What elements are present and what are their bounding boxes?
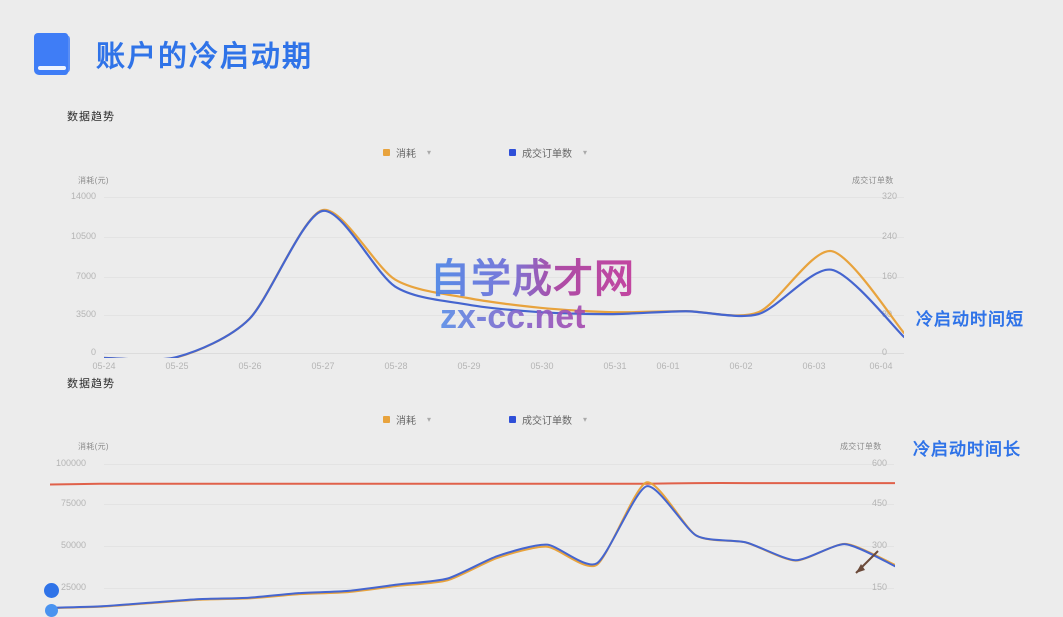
legend-item-spend[interactable]: 消耗 ▾ — [383, 145, 431, 160]
legend-item-orders[interactable]: 成交订单数 ▾ — [509, 145, 587, 160]
legend-swatch-icon — [509, 416, 517, 423]
xtick-label: 05-27 — [311, 361, 335, 371]
series-line-消耗 — [104, 209, 904, 358]
ytick-label: 3500 — [75, 309, 96, 319]
xtick-label: 05-25 — [165, 361, 189, 371]
ytick-label: 100000 — [55, 458, 86, 468]
panel-title-2: 数据趋势 — [67, 378, 115, 390]
decor-dot — [44, 583, 59, 598]
ytick-right-label: 300 — [872, 540, 888, 550]
xtick-label: 05-31 — [603, 361, 627, 371]
chevron-down-icon[interactable]: ▾ — [427, 148, 432, 157]
series-line-成交订单数 — [104, 209, 904, 358]
xtick-label: 06-01 — [656, 361, 680, 371]
chart-panel-1: 数据趋势 消耗 ▾ 成交订单数 ▾ 消耗(元) 成交订单数 14000 1050… — [67, 111, 904, 371]
book-icon — [34, 33, 74, 75]
chart-legend-1: 消耗 ▾ 成交订单数 ▾ — [383, 145, 587, 160]
ytick-right-label: 150 — [872, 582, 888, 592]
chevron-down-icon[interactable]: ▾ — [583, 148, 588, 157]
annotation-long-coldstart: 冷启动时间长 — [913, 440, 1021, 460]
series-line-预算上限 — [50, 482, 895, 486]
ytick-label: 75000 — [60, 498, 86, 508]
ytick-label: 50000 — [60, 540, 86, 550]
chevron-down-icon[interactable]: ▾ — [427, 415, 432, 424]
ytick-right-label: 80 — [882, 309, 893, 319]
panel-title-1: 数据趋势 — [67, 111, 115, 123]
legend-label: 成交订单数 — [522, 149, 573, 160]
ytick-right-label: 240 — [882, 231, 898, 241]
left-axis-caption-1: 消耗(元) — [78, 176, 109, 185]
ytick-label: 0 — [90, 347, 96, 357]
xtick-label: 06-04 — [869, 361, 893, 371]
legend-label: 消耗 — [396, 416, 416, 427]
xtick-label: 05-29 — [457, 361, 481, 371]
xtick-label: 05-24 — [92, 361, 116, 371]
annotation-short-coldstart: 冷启动时间短 — [916, 310, 1024, 330]
ytick-right-label: 160 — [882, 271, 898, 281]
ytick-right-label: 0 — [882, 347, 888, 357]
chevron-down-icon[interactable]: ▾ — [583, 415, 588, 424]
chart-plot-2 — [50, 460, 895, 611]
ytick-label: 25000 — [60, 582, 86, 592]
page-header: 账户的冷启动期 — [34, 33, 313, 75]
series-line-消耗 — [50, 481, 895, 610]
ytick-right-label: 320 — [882, 191, 898, 201]
xtick-label: 06-03 — [802, 361, 826, 371]
legend-item-spend[interactable]: 消耗 ▾ — [383, 412, 431, 427]
chart-legend-2: 消耗 ▾ 成交订单数 ▾ — [383, 412, 587, 427]
arrow-annotation-icon — [855, 550, 879, 574]
legend-swatch-icon — [383, 416, 390, 423]
legend-label: 消耗 — [396, 149, 416, 160]
right-axis-caption-2: 成交订单数 — [840, 442, 882, 451]
ytick-label: 7000 — [75, 271, 96, 281]
ytick-label: 10500 — [70, 231, 96, 241]
series-line-成交订单数 — [50, 485, 895, 609]
left-axis-caption-2: 消耗(元) — [78, 442, 109, 451]
ytick-label: 14000 — [70, 191, 96, 201]
ytick-right-label: 600 — [872, 458, 888, 468]
xtick-label: 05-30 — [530, 361, 554, 371]
chart-plot-1 — [104, 190, 904, 358]
xtick-label: 06-02 — [729, 361, 753, 371]
ytick-right-label: 450 — [872, 498, 888, 508]
xtick-label: 05-26 — [238, 361, 262, 371]
legend-swatch-icon — [509, 149, 517, 156]
legend-swatch-icon — [383, 149, 390, 156]
right-axis-caption-1: 成交订单数 — [852, 176, 894, 185]
legend-label: 成交订单数 — [522, 416, 573, 427]
xtick-label: 05-28 — [384, 361, 408, 371]
legend-item-orders[interactable]: 成交订单数 ▾ — [509, 412, 587, 427]
page-title: 账户的冷启动期 — [96, 39, 314, 73]
